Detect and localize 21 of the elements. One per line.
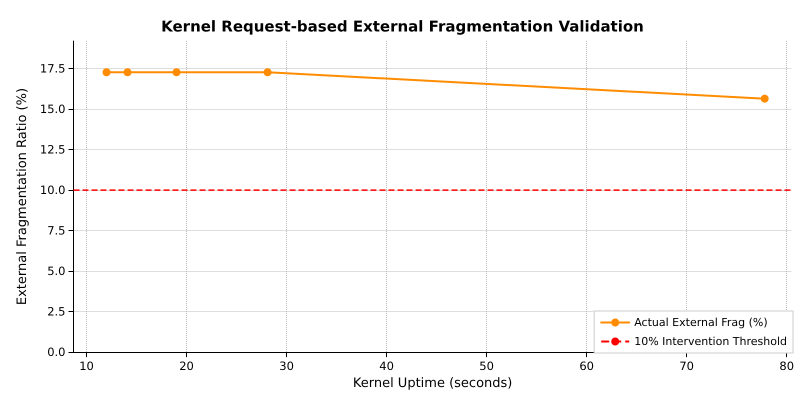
y-tick-label: 2.5 (47, 304, 66, 319)
y-tick-label: 7.5 (47, 224, 66, 238)
y-tick-label: 17.5 (40, 62, 66, 76)
x-tick-label: 10 (79, 359, 94, 374)
y-tick-label: 5.0 (47, 264, 66, 278)
x-tick-label: 30 (279, 359, 294, 374)
x-tick-label: 50 (479, 359, 494, 374)
y-axis-title: External Fragmentation Ratio (%) (15, 88, 30, 306)
y-tick-label: 10.0 (40, 183, 66, 198)
x-tick-label: 40 (379, 359, 394, 374)
x-tick-label: 20 (179, 359, 194, 374)
chart-title: Kernel Request-based External Fragmentation Validation (161, 18, 644, 36)
y-tick-label: 15.0 (40, 102, 66, 116)
x-tick-label: 60 (579, 359, 594, 374)
x-tick-label: 70 (679, 359, 694, 374)
y-tick-label: 12.5 (40, 142, 66, 157)
x-tick-label: 80 (779, 359, 794, 374)
x-axis-title: Kernel Uptime (seconds) (352, 376, 512, 391)
legend-label: 10% Intervention Threshold (634, 335, 788, 348)
y-tick-label: 0.0 (47, 345, 66, 360)
legend-label: Actual External Frag (%) (634, 316, 768, 329)
